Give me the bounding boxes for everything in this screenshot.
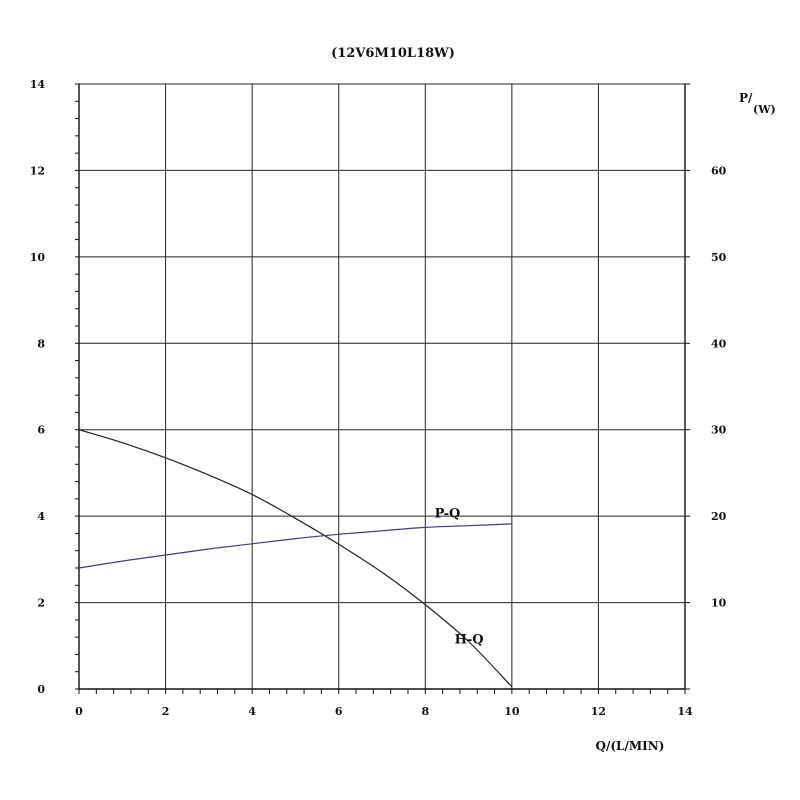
tick-labels: 0 2 4 6 8 10 12 14 0 2 4 6 8 10 12 14 10 20 30 40 50 60 H-Q P-Q [30, 78, 727, 718]
chart-title: (12V6M10L18W) [331, 46, 455, 61]
x-tick-label: 12 [591, 705, 606, 718]
right-axis-title: P/ [739, 91, 753, 105]
x-tick-label: 0 [75, 705, 83, 718]
y-left-tick-label: 4 [37, 510, 45, 523]
grid-lines [78, 83, 686, 690]
y-right-tick-label: 40 [711, 337, 727, 350]
y-right-tick-label: 50 [711, 251, 727, 264]
y-left-tick-label: 12 [30, 164, 45, 177]
series-p-q-label: P-Q [435, 507, 461, 522]
x-tick-label: 14 [677, 705, 693, 718]
series-h-q-label: H-Q [455, 632, 484, 647]
y-right-tick-label: 10 [711, 597, 727, 610]
x-tick-label: 2 [162, 705, 170, 718]
series-h-q-line [78, 429, 513, 688]
y-right-tick-label: 20 [711, 510, 727, 523]
x-tick-label: 6 [335, 705, 343, 718]
x-axis-title: Q/(L/MIN) [596, 739, 665, 753]
y-right-tick-label: 60 [711, 164, 727, 177]
x-tick-label: 8 [421, 705, 429, 718]
y-left-tick-label: 2 [37, 597, 45, 610]
right-axis-unit: (W) [753, 103, 776, 116]
axes [75, 83, 690, 694]
x-tick-label: 4 [248, 705, 256, 718]
y-left-tick-label: 6 [37, 424, 45, 437]
y-left-tick-label: 0 [37, 683, 45, 696]
series-p-q-line [78, 523, 512, 569]
y-right-tick-label: 30 [711, 424, 727, 437]
x-tick-label: 10 [504, 705, 520, 718]
series-lines [78, 429, 513, 688]
y-left-tick-label: 10 [30, 251, 46, 264]
y-left-tick-label: 8 [37, 337, 45, 350]
y-left-tick-label: 14 [30, 78, 46, 91]
